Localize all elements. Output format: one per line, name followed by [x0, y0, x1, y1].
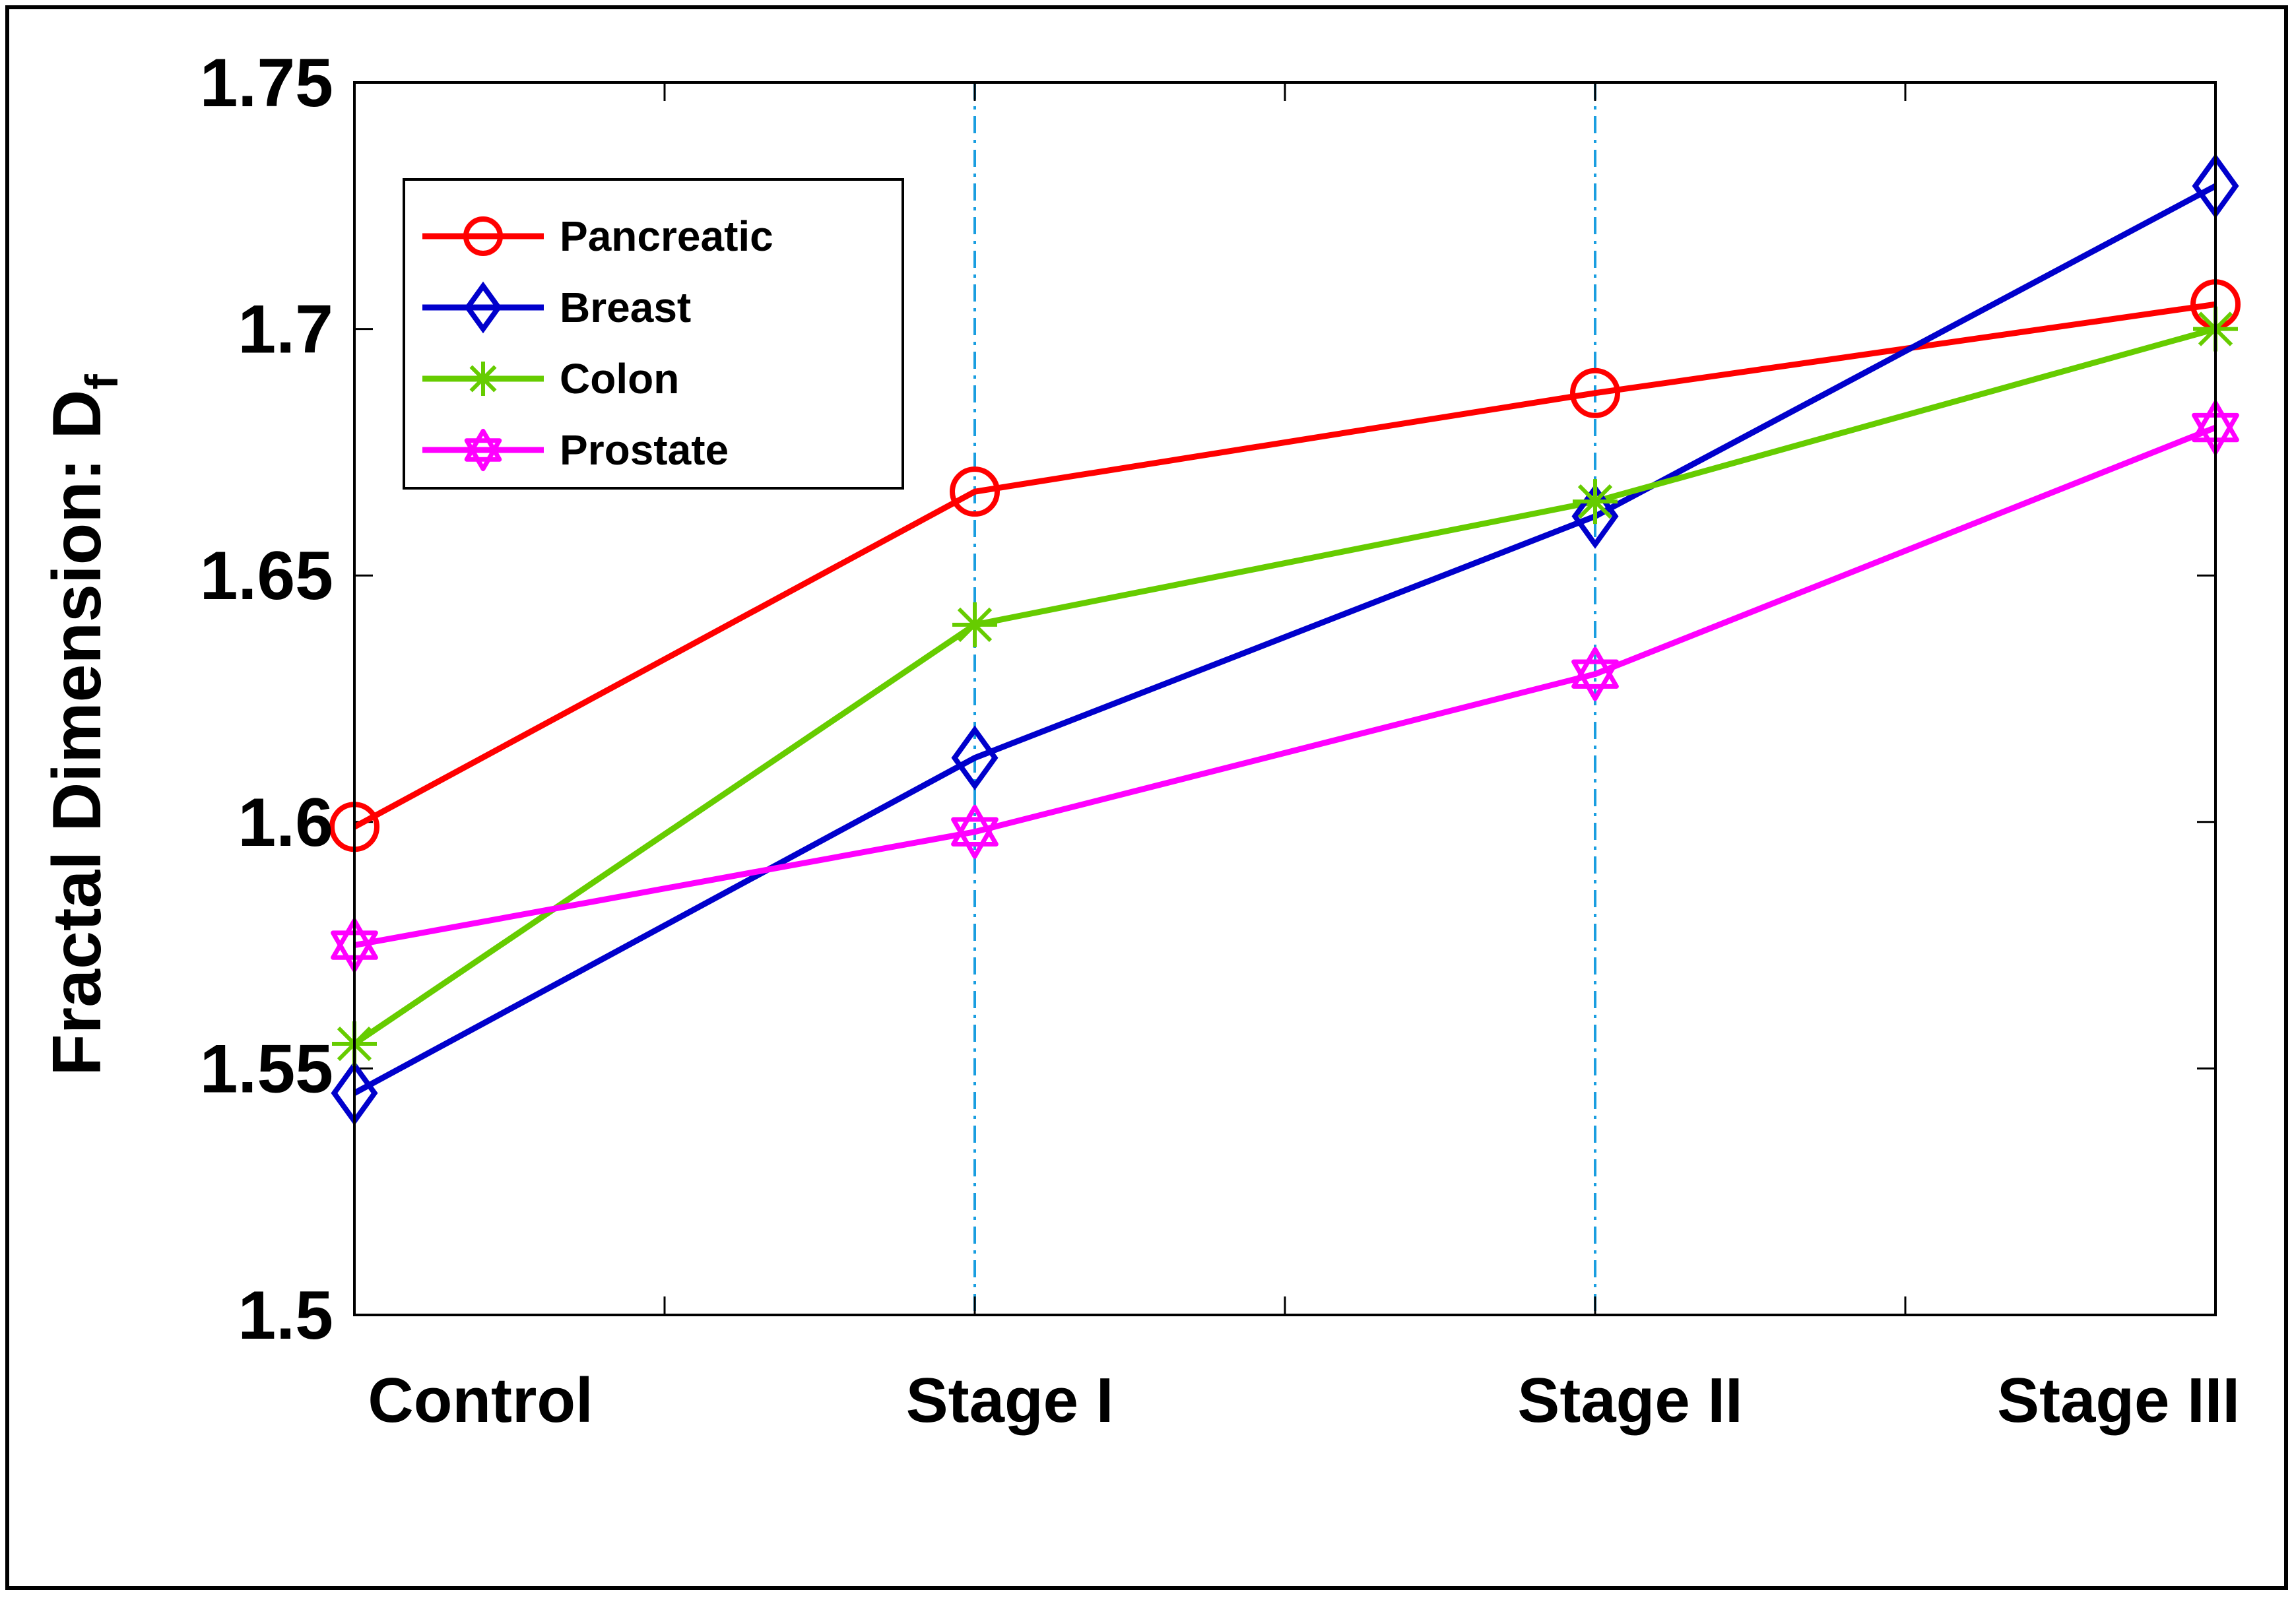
data-point-breast: [1571, 484, 1619, 549]
y-tick-label: 1.5: [238, 1277, 333, 1354]
data-point-pancreatic: [1570, 368, 1620, 418]
x-tick-labels: Control Stage I Stage II Stage III: [368, 1365, 2240, 1436]
data-point-colon-stroke: [1577, 484, 1613, 519]
x-category-label: Stage III: [1997, 1365, 2240, 1436]
legend-marker-colon-stroke: [469, 365, 497, 393]
legend-marker-pancreatic: [463, 216, 503, 256]
y-axis-label: Fractal Dimension: Df: [39, 374, 127, 1076]
y-tick-label: 1.6: [238, 784, 333, 861]
data-point-breast: [951, 725, 999, 791]
data-point-prostate-tri-down: [1571, 659, 1619, 701]
data-point-colon-stroke: [957, 607, 993, 643]
x-category-label: Stage II: [1517, 1365, 1742, 1436]
data-point-prostate-tri-up: [1571, 647, 1619, 689]
legend-label-pancreatic: Pancreatic: [560, 212, 773, 260]
data-point-prostate: [951, 804, 999, 859]
data-point-pancreatic: [950, 466, 1000, 517]
figure-frame: [5, 5, 2288, 1590]
y-axis-label-subscript: f: [76, 374, 127, 390]
legend-label-colon: Colon: [560, 355, 679, 402]
data-point-prostate: [1571, 647, 1619, 701]
series-markers: [329, 153, 2241, 1126]
legend-marker-colon: [466, 362, 500, 396]
legend-label-breast: Breast: [560, 284, 691, 331]
y-axis-label-text: Fractal Dimension: D: [39, 390, 115, 1076]
legend-marker-breast: [464, 281, 502, 334]
legend-marker-prostate-tri-down: [464, 438, 502, 472]
series-line-colon: [352, 326, 2217, 1046]
x-category-label: Control: [368, 1365, 593, 1436]
y-tick-label: 1.75: [200, 45, 333, 121]
data-point-colon: [952, 602, 997, 647]
series-lines: [352, 183, 2217, 1096]
y-tick-label: 1.65: [200, 538, 333, 614]
data-point-prostate-tri-down: [951, 817, 999, 859]
y-tick-labels: 1.5 1.55 1.6 1.65 1.7 1.75: [200, 45, 333, 1354]
series-line-breast: [352, 183, 2217, 1096]
legend: Pancreatic Breast Colon Prostate: [403, 178, 904, 490]
y-tick-label: 1.55: [200, 1031, 333, 1107]
x-category-label: Stage I: [906, 1365, 1114, 1436]
legend-label-prostate: Prostate: [560, 426, 729, 474]
data-point-colon: [1573, 479, 1618, 525]
legend-marker-prostate: [464, 428, 502, 472]
legend-marker-prostate-tri-up: [464, 428, 502, 462]
data-point-prostate-tri-up: [951, 804, 999, 847]
series-line-prostate: [354, 424, 2217, 949]
y-tick-label: 1.7: [238, 292, 333, 368]
plot-area-border: [353, 81, 2217, 1316]
